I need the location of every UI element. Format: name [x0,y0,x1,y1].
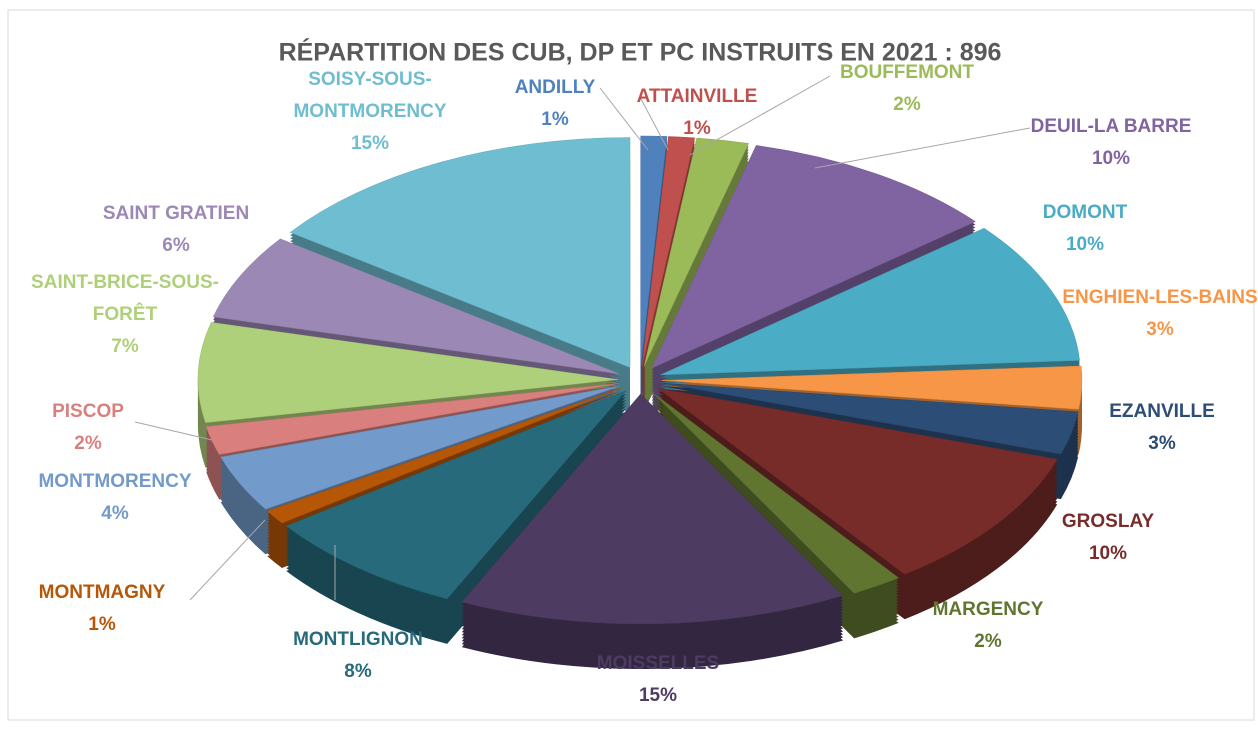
category-label: DEUIL-LA BARRE [1031,116,1192,137]
value-label: 15% [351,133,389,154]
category-label: MONTMORENCY [38,471,191,492]
slice-side [642,139,695,370]
slice [266,387,622,524]
slice [212,238,621,375]
value-label: 2% [974,631,1002,652]
leader-line [134,421,213,441]
value-label: 6% [162,235,190,256]
value-label: 10% [1092,148,1130,169]
value-label: 10% [1089,543,1127,564]
category-label: MONTMAGNY [39,582,166,603]
category-label: SAINT-BRICE-SOUS-FORÊT [31,272,219,325]
category-label: MONTLIGNON [293,629,423,650]
leader-line [599,87,649,151]
slice [285,390,627,600]
slice [461,393,844,625]
slice [197,322,619,423]
value-label: 2% [893,94,921,115]
category-label: MARGENCY [933,599,1044,620]
slice [651,145,976,369]
category-label: BOUFFEMONT [840,62,974,83]
leader-line [189,519,266,601]
slice [651,391,900,594]
value-label: 10% [1066,234,1104,255]
category-label: GROSLAY [1062,511,1155,532]
category-label: EZANVILLE [1109,401,1215,422]
slice [640,135,668,367]
category-label: ATTAINVILLE [637,86,758,107]
slice-side [661,389,1079,461]
value-label: 1% [541,109,569,130]
slice [205,383,619,455]
value-label: 1% [683,118,711,139]
value-label: 8% [344,661,372,682]
slice [661,365,1083,410]
category-label: PISCOP [52,401,124,422]
slice [220,385,621,510]
category-label: DOMONT [1043,202,1128,223]
category-label: SAINT GRATIEN [103,203,249,224]
chart-title: RÉPARTITION DES CUB, DP ET PC INSTRUITS … [279,38,1002,67]
value-label: 1% [88,614,116,635]
slice [289,137,631,368]
category-label: ANDILLY [515,77,596,98]
category-label: SOISY-SOUS-MONTMORENCY [293,69,446,122]
value-label: 15% [639,685,677,706]
slice-side [206,386,619,458]
category-label: MOISSELLES [597,653,719,674]
leader-line [814,127,1031,169]
value-label: 3% [1148,433,1176,454]
value-label: 4% [101,503,129,524]
value-label: 2% [74,433,102,454]
slice-side [642,142,695,373]
slice-side [661,386,1079,458]
value-label: 7% [111,336,139,357]
slice [643,137,749,367]
slice [657,387,1058,575]
slice [660,227,1080,376]
slice [661,382,1079,455]
slice [641,136,696,367]
leader-line [689,75,831,156]
category-label: ENGHIEN-LES-BAINS [1062,287,1257,308]
leader-line [639,96,669,151]
value-label: 3% [1146,319,1174,340]
